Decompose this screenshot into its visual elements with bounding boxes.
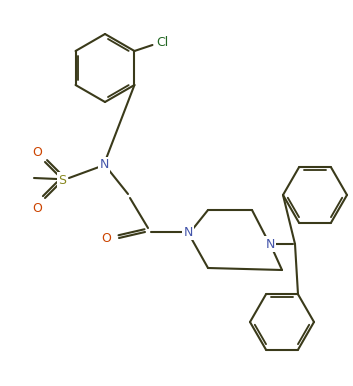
Text: Cl: Cl — [156, 37, 169, 49]
Text: N: N — [99, 159, 109, 171]
Text: O: O — [32, 201, 42, 215]
Text: O: O — [101, 232, 111, 244]
Text: S: S — [58, 173, 66, 186]
Text: O: O — [32, 146, 42, 159]
Text: N: N — [265, 237, 275, 251]
Text: N: N — [183, 225, 193, 239]
